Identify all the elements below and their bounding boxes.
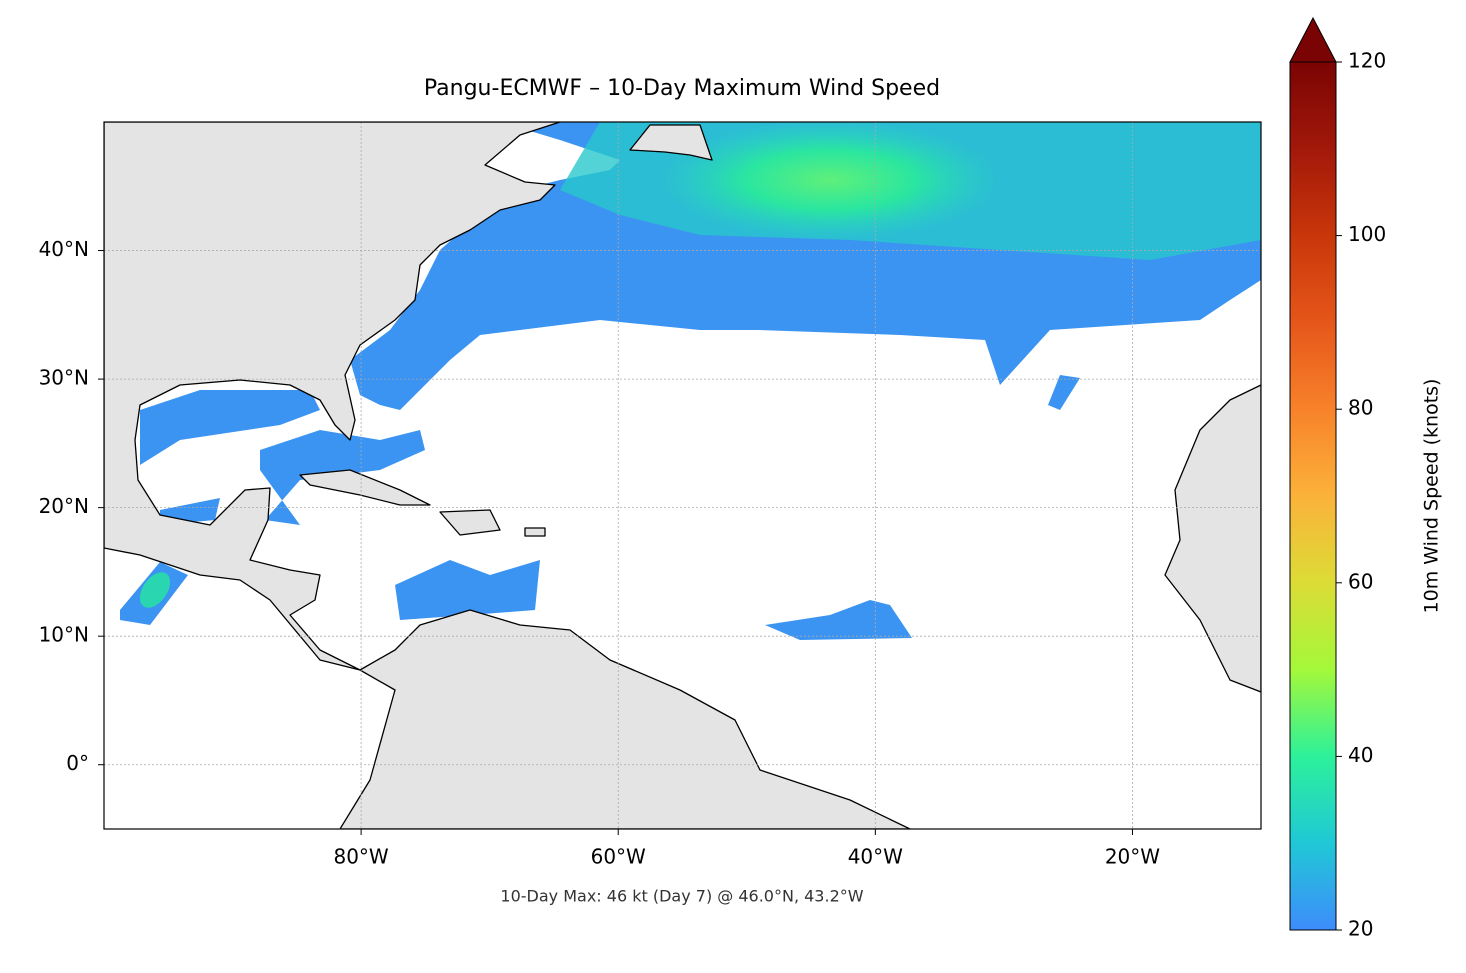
y-tick-label: 20°N [39,494,89,518]
y-tick-label: 30°N [39,366,89,390]
annotation: 10-Day Max: 46 kt (Day 7) @ 46.0°N, 43.2… [500,887,863,906]
x-tick-label: 20°W [1105,845,1160,869]
colorbar-frame [1289,61,1337,931]
colorbar-tick-label: 60 [1348,569,1373,593]
chart-title: Pangu-ECMWF – 10-Day Maximum Wind Speed [424,76,940,101]
y-tick-label: 0° [66,751,89,775]
land [104,122,1261,829]
x-tick-label: 80°W [333,845,388,869]
x-tick-label: 40°W [848,845,903,869]
colorbar-label: 10m Wind Speed (knots) [1421,379,1443,614]
x-tick-label: 60°W [591,845,646,869]
colorbar-extension [1289,16,1337,63]
map-frame [103,121,1262,830]
y-tick-label: 10°N [39,623,89,647]
colorbar-tick-label: 40 [1348,743,1373,767]
colorbar: 20 40 60 80 100 120 [1289,16,1386,941]
colorbar-tick-label: 100 [1348,222,1386,246]
colorbar-tick-label: 20 [1348,917,1373,941]
colorbar-scale [1290,62,1336,930]
colorbar-tick-label: 120 [1348,49,1386,73]
y-tick-label: 40°N [39,237,89,261]
map [104,122,1261,829]
colorbar-tick-label: 80 [1348,396,1373,420]
graticule [104,122,1261,829]
